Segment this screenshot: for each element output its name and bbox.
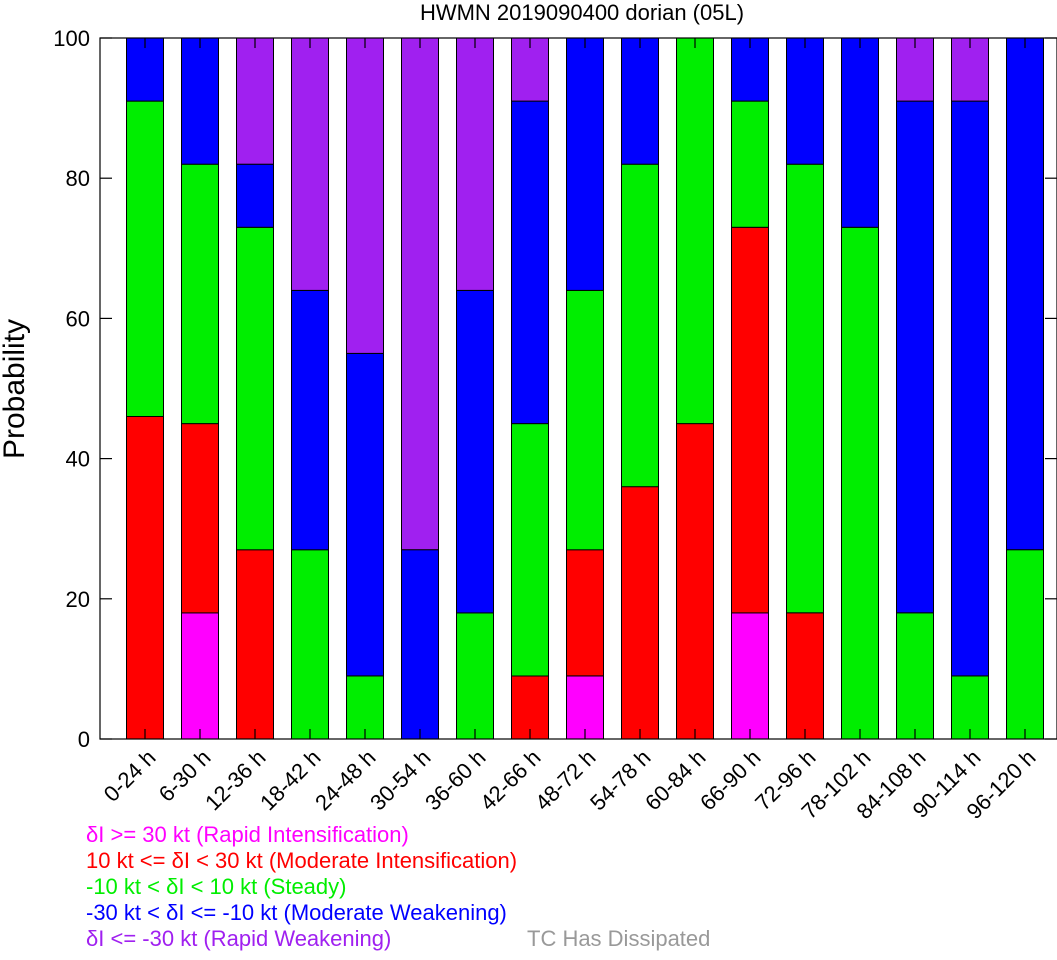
legend-entry: δI <= -30 kt (Rapid Weakening) (86, 926, 391, 951)
bar-segment (236, 549, 274, 740)
bar-segment (126, 416, 164, 740)
bar-segment (401, 37, 439, 551)
bar-segment (951, 100, 989, 677)
x-tick-label: 30-54 h (365, 745, 435, 815)
bar-segment (181, 612, 219, 740)
legend: δI >= 30 kt (Rapid Intensification)10 kt… (86, 822, 710, 951)
bar-segment (731, 100, 769, 228)
bar-segment (236, 163, 274, 228)
legend-entry-dissipated: TC Has Dissipated (527, 926, 710, 951)
bar-segment (841, 226, 879, 740)
x-tick-label: 12-36 h (200, 745, 270, 815)
x-tick-label: 66-90 h (695, 745, 765, 815)
y-tick-label: 60 (66, 306, 90, 331)
bar-segment (1006, 549, 1044, 740)
bar-segment (346, 675, 384, 740)
x-tick-label: 24-48 h (310, 745, 380, 815)
bar-segment (401, 549, 439, 740)
bar-segment (181, 37, 219, 165)
y-tick-label: 100 (53, 26, 90, 51)
bar-segment (676, 37, 714, 425)
bar-segment (841, 37, 879, 228)
x-tick-label: 60-84 h (640, 745, 710, 815)
chart-title: HWMN 2019090400 dorian (05L) (420, 0, 744, 25)
legend-entry: δI >= 30 kt (Rapid Intensification) (86, 822, 409, 847)
legend-entry: -10 kt < δI < 10 kt (Steady) (86, 874, 346, 899)
bar-segment (456, 612, 494, 740)
bar-segment (731, 226, 769, 614)
bar-segment (456, 289, 494, 614)
bar-segment (346, 37, 384, 354)
bar-segment (786, 37, 824, 165)
x-tick-label: 36-60 h (420, 745, 490, 815)
x-tick-label: 54-78 h (585, 745, 655, 815)
bar-segment (181, 163, 219, 425)
bar-segment (786, 163, 824, 614)
bar-segment (621, 163, 659, 488)
bar-segment (1006, 37, 1044, 551)
y-tick-label: 0 (78, 727, 90, 752)
bar-segment (896, 37, 934, 102)
bar-segment (621, 37, 659, 165)
bar-segment (896, 612, 934, 740)
y-tick-label: 80 (66, 166, 90, 191)
bar-segment (291, 289, 329, 551)
bar-segment (566, 549, 604, 677)
y-axis-label: Probability (0, 319, 31, 459)
x-tick-label: 48-72 h (530, 745, 600, 815)
legend-entry: -30 kt < δI <= -10 kt (Moderate Weakenin… (86, 900, 507, 925)
bar-segment (511, 37, 549, 102)
bar-segment (566, 289, 604, 551)
bar-segment (126, 37, 164, 102)
bar-segment (786, 612, 824, 740)
y-axis-ticks: 0 20 40 60 80 100 (53, 26, 1057, 752)
bar-segment (731, 612, 769, 740)
bar-segment (236, 37, 274, 165)
bar-segment (676, 423, 714, 740)
bar-segment (456, 37, 494, 291)
bar-segment (951, 37, 989, 102)
y-tick-label: 20 (66, 587, 90, 612)
bar-segment (346, 352, 384, 677)
x-tick-label: 18-42 h (255, 745, 325, 815)
bar-segment (511, 423, 549, 677)
bar-segment (621, 486, 659, 740)
bar-segment (566, 37, 604, 291)
legend-entry: 10 kt <= δI < 30 kt (Moderate Intensific… (86, 848, 517, 873)
bar-segment (896, 100, 934, 614)
bar-segment (291, 549, 329, 740)
bar-stacks (126, 37, 1044, 740)
bar-segment (511, 100, 549, 425)
plot-frame (99, 37, 1057, 740)
x-tick-label: 0-24 h (99, 745, 161, 807)
bar-segment (951, 675, 989, 740)
bar-segment (126, 100, 164, 417)
bar-segment (236, 226, 274, 551)
bar-segment (291, 37, 329, 291)
bar-segment (731, 37, 769, 102)
y-tick-label: 40 (66, 447, 90, 472)
bar-segment (181, 423, 219, 614)
x-tick-label: 42-66 h (475, 745, 545, 815)
